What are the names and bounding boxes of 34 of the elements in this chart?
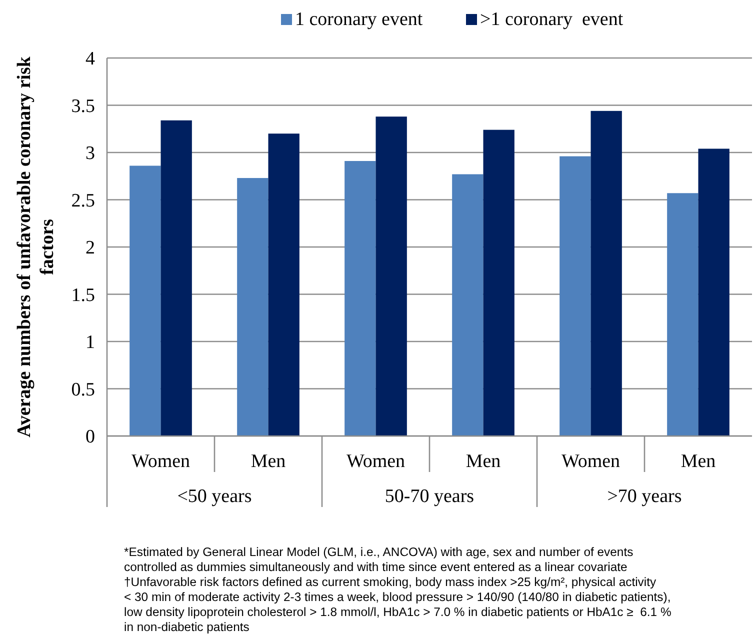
bar (590, 110, 622, 436)
text: *Estimated by General Linear Model (GLM, i.e., ANCOVA) with age, sex and number of events controlled as dummies simultaneously and with time since event entered as a linear covariate †Unfavorable risk factors defined as current smoking, body mass index >25 kg/m², physical activity < 30 min of moderate activity 2-3 times a week, blood pressure > 140/90 (140/80 in diabetic patients), low density lipoprotein cholesterol > 1.8 mmol/l, HbA1c > 7.0 % in diabetic patients or HbA1c ≥ 6.1 % in non-diabetic patients (124, 545, 672, 634)
text: <50 years (177, 486, 252, 507)
bar (130, 166, 161, 436)
y-tick-label: 1 (86, 332, 95, 354)
bar (667, 193, 698, 436)
x-tick-label: Men (250, 451, 286, 472)
y-tick-label: 2 (86, 238, 95, 259)
bar (237, 178, 268, 436)
x-tick-label: Women (131, 451, 191, 472)
bar (376, 116, 407, 436)
y-tick-label: 2.5 (71, 190, 95, 212)
bar (268, 134, 300, 436)
legend-label: 1 coronary event (295, 9, 424, 30)
y-tick-label: 1.5 (71, 284, 95, 306)
y-axis-title: Average numbers of unfavorable coronary risk factors (14, 56, 58, 438)
text: 50-70 years (384, 486, 474, 507)
bar (344, 161, 376, 436)
x-tick-label: Men (680, 451, 716, 472)
bar (483, 130, 514, 436)
text: >70 years (607, 486, 682, 507)
x-tick-label: Women (561, 451, 621, 472)
bar (560, 156, 591, 436)
y-tick-label: 4 (86, 48, 96, 70)
y-tick-label: 0 (86, 426, 95, 448)
legend-label: >1 coronary event (480, 9, 624, 30)
y-tick-label: 0.5 (71, 379, 95, 400)
x-tick-label: Women (346, 451, 406, 472)
bar (698, 148, 730, 436)
y-tick-label: 3.5 (71, 96, 95, 117)
x-tick-label: Men (466, 451, 502, 472)
bar (452, 174, 484, 436)
y-tick-label: 3 (86, 143, 95, 164)
bar (160, 120, 192, 436)
